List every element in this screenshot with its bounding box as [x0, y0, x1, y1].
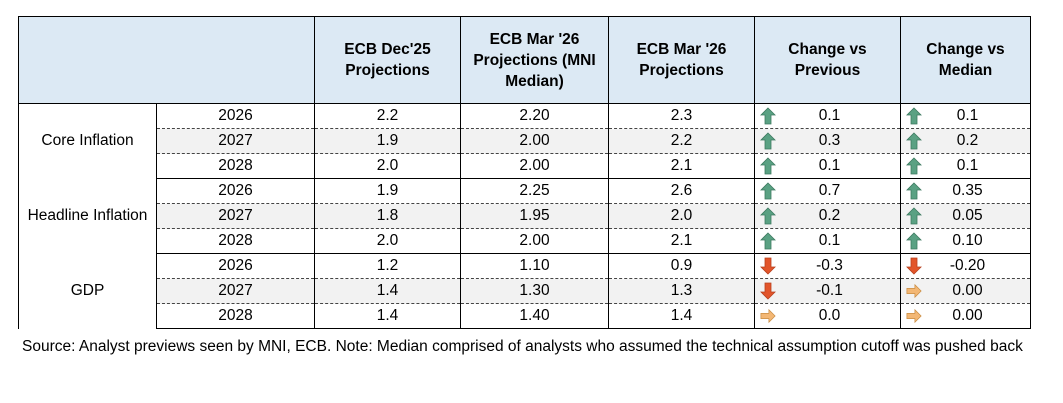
year-cell: 2027 — [156, 203, 315, 229]
source-note: Source: Analyst previews seen by MNI, EC… — [22, 338, 1023, 355]
table-row: Headline Inflation 2026 1.9 2.25 2.6 0.7 0.35 — [18, 178, 1031, 254]
mni-median-value: 1.30 — [460, 278, 609, 304]
table-row: 2028 1.4 1.40 1.4 0.0 0.00 — [19, 303, 1031, 329]
ecb-dec25-value: 2.0 — [314, 228, 461, 254]
header-change-vs-previous: Change vs Previous — [754, 16, 901, 104]
mni-median-value: 2.00 — [460, 153, 609, 179]
mni-median-value: 2.25 — [460, 178, 609, 204]
change-vs-median-cell: 0.1 — [900, 103, 1031, 129]
header-mni-median: ECB Mar '26 Projections (MNI Median) — [460, 16, 609, 104]
change-vs-previous-value: 0.2 — [818, 207, 841, 224]
ecb-dec25-value: 1.4 — [314, 278, 461, 304]
ecb-mar26-value: 2.1 — [608, 153, 755, 179]
change-vs-median-value: 0.05 — [952, 207, 983, 224]
mni-median-value: 2.00 — [460, 228, 609, 254]
ecb-dec25-value: 2.0 — [314, 153, 461, 179]
ecb-mar26-value: 2.2 — [608, 128, 755, 154]
change-vs-previous-value: 0.1 — [818, 232, 841, 249]
table-row: 2028 2.0 2.00 2.1 0.1 0.10 — [19, 228, 1031, 254]
year-cell: 2026 — [156, 103, 315, 129]
change-vs-median-cell: 0.00 — [900, 303, 1031, 329]
table-row: 2028 2.0 2.00 2.1 0.1 0.1 — [19, 153, 1031, 179]
change-vs-median-value: 0.35 — [952, 182, 983, 199]
ecb-mar26-value: 2.1 — [608, 228, 755, 254]
projections-table: ECB Dec'25 Projections ECB Mar '26 Proje… — [18, 16, 1031, 329]
year-cell: 2027 — [156, 128, 315, 154]
year-cell: 2026 — [156, 253, 315, 279]
ecb-mar26-value: 2.0 — [608, 203, 755, 229]
change-vs-previous-cell: 0.1 — [754, 228, 901, 254]
year-cell: 2027 — [156, 278, 315, 304]
mni-median-value: 1.10 — [460, 253, 609, 279]
change-vs-median-value: 0.1 — [956, 157, 979, 174]
header-change-vs-median: Change vs Median — [900, 16, 1031, 104]
ecb-dec25-value: 1.4 — [314, 303, 461, 329]
change-vs-previous-value: -0.3 — [816, 257, 843, 274]
change-vs-median-value: 0.10 — [952, 232, 983, 249]
mni-median-value: 2.00 — [460, 128, 609, 154]
table-row: GDP 2026 1.2 1.10 0.9 -0.3 -0.20 — [18, 253, 1031, 329]
table-row: 2027 1.4 1.30 1.3 -0.1 0.00 — [19, 278, 1031, 304]
change-vs-median-cell: 0.35 — [900, 178, 1031, 204]
change-vs-previous-value: 0.3 — [818, 132, 841, 149]
mni-median-value: 1.40 — [460, 303, 609, 329]
metric-label: Core Inflation — [18, 103, 157, 179]
mni-median-value: 2.20 — [460, 103, 609, 129]
header-ecb-dec25: ECB Dec'25 Projections — [314, 16, 461, 104]
ecb-dec25-value: 1.9 — [314, 178, 461, 204]
table-row: 2027 1.9 2.00 2.2 0.3 0.2 — [19, 128, 1031, 154]
ecb-dec25-value: 1.9 — [314, 128, 461, 154]
change-vs-median-value: 0.00 — [952, 307, 983, 324]
change-vs-previous-cell: 0.3 — [754, 128, 901, 154]
change-vs-previous-value: 0.7 — [818, 182, 841, 199]
change-vs-median-value: 0.2 — [956, 132, 979, 149]
ecb-dec25-value: 1.8 — [314, 203, 461, 229]
change-vs-previous-value: -0.1 — [816, 282, 843, 299]
change-vs-median-cell: 0.10 — [900, 228, 1031, 254]
ecb-dec25-value: 2.2 — [314, 103, 461, 129]
change-vs-median-cell: 0.05 — [900, 203, 1031, 229]
ecb-mar26-value: 2.3 — [608, 103, 755, 129]
header-ecb-mar26: ECB Mar '26 Projections — [608, 16, 755, 104]
ecb-mar26-value: 1.4 — [608, 303, 755, 329]
header-blank-metric — [18, 16, 157, 104]
year-cell: 2026 — [156, 178, 315, 204]
ecb-dec25-value: 1.2 — [314, 253, 461, 279]
mni-median-value: 1.95 — [460, 203, 609, 229]
projections-table-container: ECB Dec'25 Projections ECB Mar '26 Proje… — [18, 16, 1031, 329]
change-vs-previous-cell: 0.1 — [754, 103, 901, 129]
table-row: Core Inflation 2026 2.2 2.20 2.3 0.1 0.1 — [18, 103, 1031, 179]
change-vs-previous-cell: 0.2 — [754, 203, 901, 229]
table-body: Core Inflation 2026 2.2 2.20 2.3 0.1 0.1 2027 1.… — [18, 103, 1031, 329]
change-vs-median-value: -0.20 — [949, 257, 986, 274]
header-blank-year — [156, 16, 315, 104]
change-vs-previous-value: 0.0 — [818, 307, 841, 324]
change-vs-median-value: 0.1 — [956, 107, 979, 124]
change-vs-median-cell: -0.20 — [900, 253, 1031, 279]
year-cell: 2028 — [156, 153, 315, 179]
change-vs-median-cell: 0.00 — [900, 278, 1031, 304]
header-row: ECB Dec'25 Projections ECB Mar '26 Proje… — [18, 16, 1031, 104]
ecb-mar26-value: 2.6 — [608, 178, 755, 204]
change-vs-median-cell: 0.2 — [900, 128, 1031, 154]
metric-label: Headline Inflation — [18, 178, 157, 254]
year-cell: 2028 — [156, 303, 315, 329]
change-vs-previous-cell: 0.0 — [754, 303, 901, 329]
change-vs-previous-cell: 0.7 — [754, 178, 901, 204]
change-vs-previous-value: 0.1 — [818, 157, 841, 174]
change-vs-previous-cell: -0.3 — [754, 253, 901, 279]
metric-label: GDP — [18, 253, 157, 329]
change-vs-median-value: 0.00 — [952, 282, 983, 299]
table-row: 2027 1.8 1.95 2.0 0.2 0.05 — [19, 203, 1031, 229]
change-vs-previous-value: 0.1 — [818, 107, 841, 124]
change-vs-median-cell: 0.1 — [900, 153, 1031, 179]
ecb-mar26-value: 1.3 — [608, 278, 755, 304]
change-vs-previous-cell: 0.1 — [754, 153, 901, 179]
ecb-mar26-value: 0.9 — [608, 253, 755, 279]
change-vs-previous-cell: -0.1 — [754, 278, 901, 304]
year-cell: 2028 — [156, 228, 315, 254]
